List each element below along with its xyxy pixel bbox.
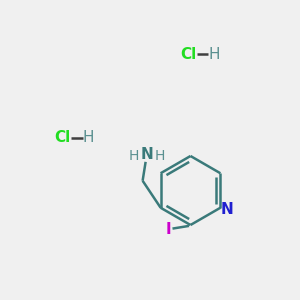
- Text: Cl: Cl: [180, 46, 196, 62]
- Text: Cl: Cl: [54, 130, 70, 146]
- Text: I: I: [165, 222, 171, 237]
- Text: H: H: [209, 46, 220, 62]
- Text: H: H: [83, 130, 94, 146]
- Text: H: H: [129, 149, 140, 163]
- Text: N: N: [220, 202, 233, 217]
- Text: H: H: [155, 149, 165, 163]
- Text: N: N: [141, 147, 154, 162]
